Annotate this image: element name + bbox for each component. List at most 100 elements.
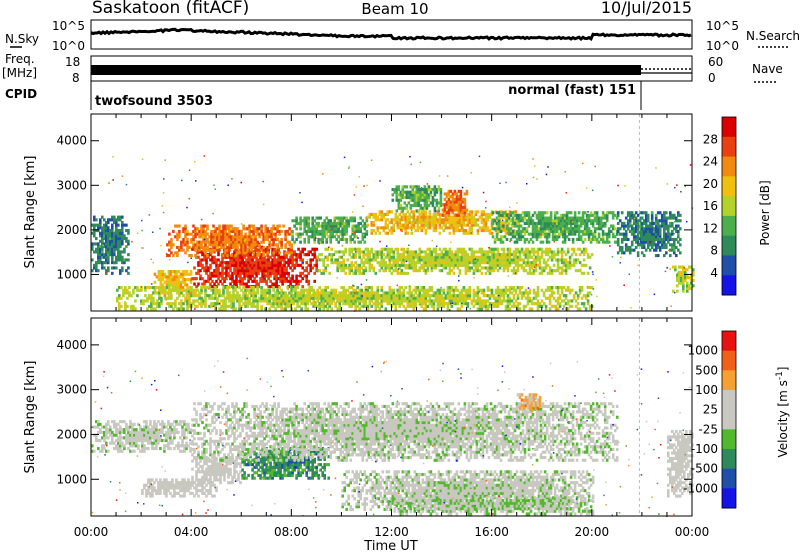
power-cell: [202, 248, 205, 252]
power-cell: [354, 294, 357, 298]
power-cell: [452, 221, 456, 225]
power-cell: [130, 294, 133, 298]
power-cell: [454, 215, 458, 219]
power-cell: [91, 242, 94, 246]
power-cell: [501, 224, 505, 228]
power-cell: [372, 221, 376, 225]
power-cell: [273, 282, 276, 286]
power-cell: [229, 255, 232, 259]
power-cell: [111, 258, 114, 262]
power-cell: [632, 221, 636, 225]
power-cell: [320, 296, 323, 300]
power-cell: [326, 299, 329, 303]
power-cell: [507, 227, 511, 231]
power-cell: [196, 243, 199, 247]
power-cell: [177, 270, 181, 274]
power-cell: [660, 219, 664, 223]
power-cell: [293, 263, 296, 267]
power-cell: [121, 231, 124, 235]
power-cell: [443, 192, 447, 196]
power-cell: [352, 296, 355, 300]
power-cell: [494, 266, 498, 270]
power-cell: [395, 196, 399, 200]
power-cell: [665, 221, 668, 225]
power-cell: [404, 229, 408, 233]
power-cell: [552, 269, 556, 273]
power-cell: [272, 304, 275, 308]
power-cell: [572, 258, 576, 262]
power-cell: [200, 240, 203, 244]
power-cell: [409, 206, 413, 210]
power-cell: [222, 245, 225, 249]
power-cell: [572, 261, 576, 265]
power-cell: [679, 227, 682, 231]
power-cell: [422, 291, 426, 295]
power-cell: [128, 294, 131, 298]
power-cell: [216, 235, 219, 239]
power-cell: [374, 250, 378, 254]
power-cell: [331, 232, 334, 236]
power-cell: [398, 299, 402, 303]
power-cell: [408, 261, 412, 265]
power-cell: [302, 296, 305, 300]
power-cell: [430, 250, 434, 254]
power-cell: [234, 288, 237, 292]
power-cell: [673, 245, 676, 249]
power-cell: [186, 296, 189, 300]
power-cell: [463, 208, 467, 212]
power-cell: [400, 286, 404, 290]
power-cell: [337, 216, 340, 220]
power-cell: [443, 205, 447, 209]
power-cell: [504, 215, 508, 219]
power-cell: [573, 227, 577, 231]
power-cell: [325, 224, 328, 228]
power-cell: [278, 224, 281, 228]
power-cell: [366, 250, 370, 254]
power-cell: [665, 216, 668, 220]
power-cell: [205, 255, 208, 259]
power-cell: [585, 216, 589, 220]
power-cell: [599, 227, 603, 231]
power-cell: [205, 258, 208, 262]
power-cell: [358, 291, 361, 295]
power-cell: [243, 263, 246, 267]
power-cell: [568, 261, 572, 265]
power-cell: [368, 296, 372, 300]
power-cell: [335, 227, 338, 231]
power-cell: [127, 258, 130, 262]
power-cell: [394, 299, 398, 303]
power-cell: [322, 296, 325, 300]
power-cell: [402, 250, 406, 254]
power-cell: [246, 243, 249, 247]
power-cell: [115, 229, 118, 233]
power-cell: [677, 229, 680, 233]
power-cell: [216, 288, 219, 292]
power-cell: [663, 216, 666, 220]
power-cell: [528, 250, 532, 254]
power-cell: [169, 275, 173, 279]
power-cell: [450, 215, 454, 219]
power-cell: [284, 237, 287, 241]
power-cell: [358, 299, 361, 303]
power-cell: [123, 258, 126, 262]
power-cell: [547, 227, 551, 231]
power-cell: [107, 239, 110, 243]
power-cell: [498, 263, 502, 267]
power-cell: [560, 271, 564, 275]
power-cell: [107, 237, 110, 241]
power-cell: [427, 196, 431, 200]
power-cell: [255, 263, 258, 267]
power-cell: [170, 237, 173, 241]
power-cell: [266, 229, 269, 233]
power-cell: [400, 253, 404, 257]
power-cell: [382, 269, 386, 273]
power-cell: [303, 269, 306, 273]
power-cell: [99, 255, 102, 259]
power-cell: [222, 307, 225, 311]
power-cell: [579, 219, 583, 223]
power-cell: [616, 213, 620, 217]
power-cell: [400, 261, 404, 265]
power-cell: [121, 234, 124, 238]
power-cell: [517, 221, 521, 225]
power-cell: [580, 250, 584, 254]
